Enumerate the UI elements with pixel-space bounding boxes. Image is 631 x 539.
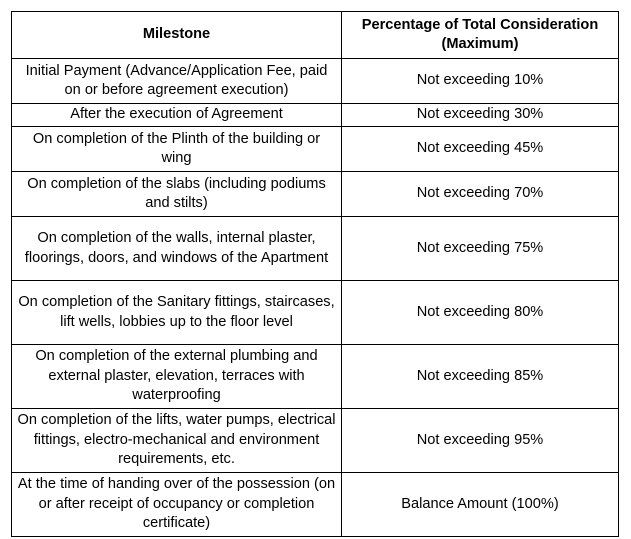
milestone-cell: After the execution of Agreement xyxy=(11,103,342,127)
table-row: After the execution of Agreement Not exc… xyxy=(11,103,619,127)
table-row: On completion of the Sanitary fittings, … xyxy=(11,280,619,345)
table-row: At the time of handing over of the posse… xyxy=(11,472,619,537)
table-row: On completion of the lifts, water pumps,… xyxy=(11,408,619,473)
milestone-cell: Initial Payment (Advance/Application Fee… xyxy=(11,58,342,104)
table-row: On completion of the slabs (including po… xyxy=(11,171,619,217)
percentage-cell: Not exceeding 80% xyxy=(341,280,619,345)
table-row: On completion of the Plinth of the build… xyxy=(11,126,619,172)
percentage-cell: Not exceeding 30% xyxy=(341,103,619,127)
milestone-cell: On completion of the walls, internal pla… xyxy=(11,216,342,281)
milestone-cell: On completion of the Sanitary fittings, … xyxy=(11,280,342,345)
milestone-cell: On completion of the Plinth of the build… xyxy=(11,126,342,172)
milestone-cell: On completion of the lifts, water pumps,… xyxy=(11,408,342,473)
table-row: On completion of the walls, internal pla… xyxy=(11,216,619,281)
header-milestone: Milestone xyxy=(11,11,342,59)
table-header-row: Milestone Percentage of Total Considerat… xyxy=(11,11,619,59)
percentage-cell: Not exceeding 10% xyxy=(341,58,619,104)
milestone-cell: On completion of the slabs (including po… xyxy=(11,171,342,217)
percentage-cell: Balance Amount (100%) xyxy=(341,472,619,537)
percentage-cell: Not exceeding 85% xyxy=(341,344,619,409)
percentage-cell: Not exceeding 70% xyxy=(341,171,619,217)
table-row: Initial Payment (Advance/Application Fee… xyxy=(11,58,619,104)
header-percentage: Percentage of Total Consideration (Maxim… xyxy=(341,11,619,59)
percentage-cell: Not exceeding 75% xyxy=(341,216,619,281)
milestone-cell: On completion of the external plumbing a… xyxy=(11,344,342,409)
percentage-cell: Not exceeding 95% xyxy=(341,408,619,473)
payment-schedule-container: Milestone Percentage of Total Considerat… xyxy=(11,11,619,537)
percentage-cell: Not exceeding 45% xyxy=(341,126,619,172)
table-row: On completion of the external plumbing a… xyxy=(11,344,619,409)
milestone-cell: At the time of handing over of the posse… xyxy=(11,472,342,537)
payment-schedule-table: Milestone Percentage of Total Considerat… xyxy=(11,11,619,537)
